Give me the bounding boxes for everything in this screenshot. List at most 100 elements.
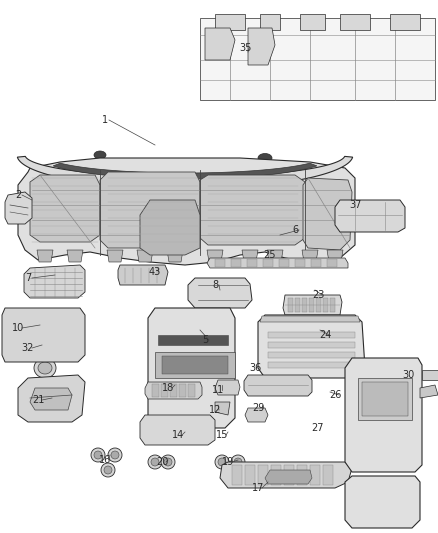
Polygon shape	[302, 250, 318, 262]
Polygon shape	[179, 384, 186, 397]
Polygon shape	[170, 384, 177, 397]
Ellipse shape	[190, 422, 206, 438]
Polygon shape	[300, 14, 325, 30]
Ellipse shape	[239, 197, 257, 219]
Text: 23: 23	[312, 290, 324, 300]
Polygon shape	[152, 384, 159, 397]
Polygon shape	[295, 259, 305, 267]
Polygon shape	[327, 259, 337, 267]
Ellipse shape	[151, 458, 159, 466]
Polygon shape	[37, 250, 53, 262]
Polygon shape	[215, 380, 240, 395]
Ellipse shape	[53, 197, 71, 219]
Ellipse shape	[211, 285, 229, 299]
Polygon shape	[30, 388, 72, 410]
Polygon shape	[24, 265, 85, 298]
Polygon shape	[268, 362, 355, 368]
Polygon shape	[137, 250, 153, 262]
Polygon shape	[188, 384, 195, 397]
Polygon shape	[288, 298, 293, 312]
Ellipse shape	[159, 316, 171, 328]
Ellipse shape	[195, 319, 201, 325]
Polygon shape	[245, 408, 268, 422]
Text: 36: 36	[249, 363, 261, 373]
Ellipse shape	[373, 494, 391, 510]
Polygon shape	[302, 298, 307, 312]
Polygon shape	[155, 352, 235, 378]
Ellipse shape	[162, 319, 168, 325]
Ellipse shape	[18, 326, 38, 344]
Text: 16: 16	[99, 455, 111, 465]
Polygon shape	[284, 465, 294, 485]
Polygon shape	[268, 342, 355, 348]
Ellipse shape	[176, 316, 188, 328]
Text: 21: 21	[32, 395, 44, 405]
Ellipse shape	[179, 319, 185, 325]
Polygon shape	[258, 315, 365, 378]
Polygon shape	[345, 476, 420, 528]
Text: 37: 37	[349, 200, 361, 210]
Polygon shape	[220, 462, 352, 488]
Ellipse shape	[38, 362, 52, 374]
Polygon shape	[310, 465, 320, 485]
Polygon shape	[323, 298, 328, 312]
Ellipse shape	[258, 154, 272, 163]
Polygon shape	[323, 465, 333, 485]
Polygon shape	[420, 385, 438, 398]
Polygon shape	[207, 250, 223, 262]
Ellipse shape	[104, 466, 112, 474]
Polygon shape	[268, 332, 355, 338]
Polygon shape	[267, 250, 283, 262]
Ellipse shape	[218, 458, 226, 466]
Text: 20: 20	[156, 457, 168, 467]
Ellipse shape	[212, 319, 218, 325]
Polygon shape	[260, 316, 360, 322]
Text: 19: 19	[222, 457, 234, 467]
Polygon shape	[271, 465, 281, 485]
Polygon shape	[145, 382, 202, 399]
Polygon shape	[167, 250, 183, 262]
Ellipse shape	[172, 422, 188, 438]
Polygon shape	[215, 402, 230, 415]
Ellipse shape	[111, 451, 119, 459]
Text: 25: 25	[264, 250, 276, 260]
Polygon shape	[297, 465, 307, 485]
Ellipse shape	[372, 439, 392, 457]
Ellipse shape	[34, 358, 56, 378]
Polygon shape	[161, 384, 168, 397]
Ellipse shape	[163, 395, 173, 405]
Polygon shape	[2, 308, 85, 362]
Polygon shape	[309, 298, 314, 312]
Ellipse shape	[91, 448, 105, 462]
Ellipse shape	[179, 432, 186, 439]
Text: 30: 30	[402, 370, 414, 380]
Polygon shape	[248, 28, 275, 65]
Ellipse shape	[317, 201, 335, 223]
Polygon shape	[200, 18, 435, 100]
Polygon shape	[30, 175, 100, 242]
Polygon shape	[316, 298, 321, 312]
Polygon shape	[242, 250, 258, 262]
Polygon shape	[53, 163, 317, 179]
Polygon shape	[148, 308, 235, 428]
Polygon shape	[311, 259, 321, 267]
Ellipse shape	[184, 392, 200, 408]
Polygon shape	[215, 14, 245, 30]
Text: 24: 24	[319, 330, 331, 340]
Polygon shape	[268, 352, 355, 358]
Ellipse shape	[101, 463, 115, 477]
Ellipse shape	[187, 395, 197, 405]
Ellipse shape	[108, 448, 122, 462]
Polygon shape	[18, 375, 85, 422]
Text: 43: 43	[149, 267, 161, 277]
Polygon shape	[283, 295, 342, 315]
Polygon shape	[263, 259, 273, 267]
Polygon shape	[279, 259, 289, 267]
Polygon shape	[358, 378, 412, 420]
Polygon shape	[18, 158, 355, 265]
Polygon shape	[327, 250, 343, 262]
Polygon shape	[258, 465, 268, 485]
Polygon shape	[140, 415, 215, 445]
Ellipse shape	[192, 316, 204, 328]
Polygon shape	[303, 178, 352, 250]
